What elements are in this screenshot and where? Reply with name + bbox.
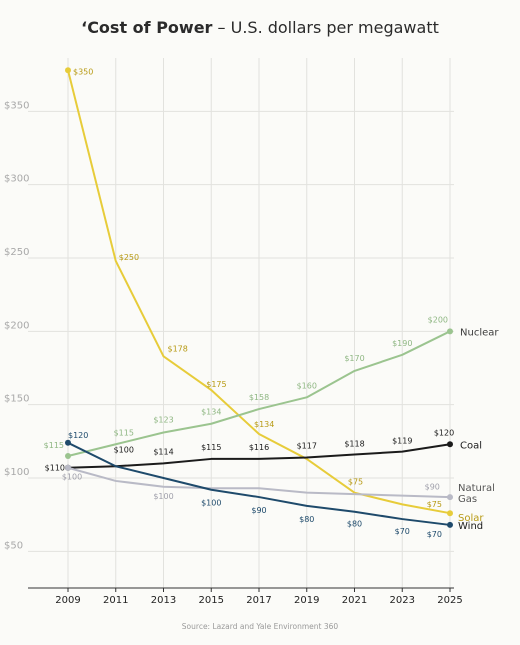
natural-gas-end-point — [447, 494, 453, 501]
coal-series-label-line: Coal — [460, 440, 482, 451]
coal-data-label: $120 — [434, 428, 454, 437]
natural-gas-data-label: $100 — [62, 473, 82, 482]
solar-data-label: $350 — [73, 67, 93, 76]
nuclear-data-label: $200 — [428, 315, 448, 324]
wind-data-label: $80 — [299, 515, 314, 524]
x-tick-label: 2025 — [437, 595, 462, 606]
y-tick-label: $150 — [4, 394, 29, 405]
coal-data-label: $115 — [201, 443, 221, 452]
solar-data-label: $75 — [427, 500, 442, 509]
x-tick-label: 2011 — [103, 595, 128, 606]
wind-end-point — [447, 521, 453, 528]
natural-gas-data-label: $100 — [153, 492, 173, 501]
chart-title: ‘Cost of Power – U.S. dollars per megawa… — [0, 18, 520, 37]
coal-data-label: $119 — [392, 437, 412, 446]
wind-data-label: $70 — [395, 527, 410, 536]
x-tick-label: 2023 — [390, 595, 415, 606]
wind-series-label-line: Wind — [458, 521, 483, 532]
y-tick-label: $100 — [4, 467, 29, 478]
chart-title-rest: – U.S. dollars per megawatt — [212, 18, 439, 37]
coal-line — [67, 443, 451, 469]
nuclear-data-label: $123 — [153, 416, 173, 425]
natural-gas-series-label-line: Gas — [458, 494, 477, 505]
wind-series-label: Wind — [458, 521, 483, 532]
solar-end-point — [447, 510, 453, 517]
nuclear-start-point — [65, 453, 71, 459]
nuclear-series-label: Nuclear — [460, 327, 499, 338]
chart-title-bold: ‘Cost of Power — [81, 18, 213, 37]
x-tick-label: 2009 — [55, 595, 80, 606]
nuclear-line — [67, 330, 451, 457]
nuclear-data-label: $170 — [344, 354, 364, 363]
wind-data-label: $120 — [68, 431, 88, 440]
coal-data-label: $100 — [114, 445, 134, 454]
nuclear-data-label: $134 — [201, 408, 221, 417]
natural-gas-start-point — [65, 464, 71, 471]
natural-gas-data-label: $90 — [425, 483, 440, 492]
coal-series-label: Coal — [460, 440, 482, 451]
solar-data-label: $175 — [206, 380, 226, 389]
solar-data-label: $250 — [119, 253, 139, 262]
coal-data-label: $116 — [249, 443, 269, 452]
natural-gas-line — [67, 466, 451, 499]
solar-series-label-line: Solar — [458, 513, 484, 524]
coal-end-point — [447, 441, 453, 448]
coal-data-label: $118 — [344, 440, 364, 449]
natural-gas-series-label: Natural Gas — [458, 483, 495, 505]
solar-line — [67, 69, 451, 515]
solar-data-label: $178 — [168, 344, 188, 353]
coal-data-label: $117 — [297, 441, 317, 450]
x-tick-label: 2021 — [342, 595, 367, 606]
nuclear-data-label: $115 — [114, 428, 134, 437]
nuclear-data-label: $115 — [44, 441, 64, 450]
solar-data-label: $75 — [348, 478, 363, 487]
coal-data-label: $114 — [153, 447, 173, 456]
y-tick-label: $50 — [4, 540, 23, 551]
natural-gas-series-label-line: Natural — [458, 483, 495, 494]
nuclear-data-label: $190 — [392, 339, 412, 348]
solar-data-label: $134 — [254, 420, 274, 429]
y-tick-label: $200 — [4, 320, 29, 331]
wind-data-label: $100 — [201, 499, 221, 508]
x-tick-label: 2017 — [246, 595, 271, 606]
chart-source: Source: Lazard and Yale Environment 360 — [181, 622, 339, 631]
wind-start-point — [65, 439, 71, 446]
y-tick-label: $350 — [4, 100, 29, 111]
nuclear-end-point — [447, 328, 453, 335]
nuclear-data-label: $158 — [249, 393, 269, 402]
wind-data-label: $80 — [347, 520, 362, 529]
x-tick-label: 2019 — [294, 595, 319, 606]
solar-start-point — [65, 67, 71, 74]
x-tick-label: 2015 — [199, 595, 224, 606]
wind-line — [67, 441, 451, 526]
y-tick-label: $300 — [4, 174, 29, 185]
nuclear-series-label-line: Nuclear — [460, 327, 499, 338]
coal-data-label: $110 — [45, 464, 65, 473]
x-tick-label: 2013 — [151, 595, 176, 606]
nuclear-data-label: $160 — [297, 381, 317, 390]
solar-series-label: Solar — [458, 513, 484, 524]
y-tick-label: $250 — [4, 247, 29, 258]
wind-data-label: $90 — [251, 506, 266, 515]
wind-data-label: $70 — [427, 530, 442, 539]
